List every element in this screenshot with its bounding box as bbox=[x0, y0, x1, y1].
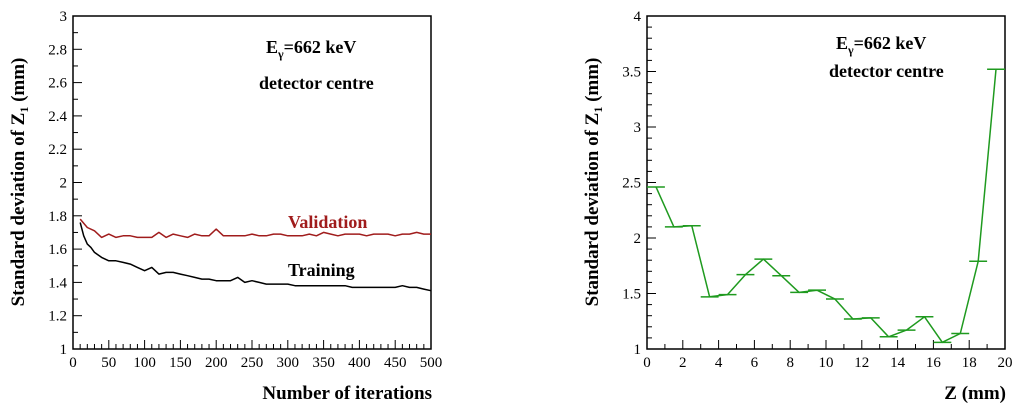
chart-panel-z: 0 2 4 6 8 10 12 14 16 18 20 1 1.5 2 2.5 3 3.5 4 Z (mm) St… bbox=[582, 9, 1013, 403]
y-tick-label: 1.6 bbox=[48, 242, 67, 258]
x-tick-label: 18 bbox=[962, 355, 977, 371]
x-tick-label: 10 bbox=[819, 355, 834, 371]
y-tick-label: 2.6 bbox=[48, 76, 67, 92]
y-tick-label: 4 bbox=[634, 9, 642, 25]
plot-frame bbox=[72, 15, 432, 350]
axis-ticks: 0 50 100 150 200 250 300 350 400 450 500 1 1.2 1.4 1.6… bbox=[48, 9, 442, 371]
y-tick-label: 1 bbox=[60, 342, 68, 358]
y-tick-label: 3.5 bbox=[622, 65, 641, 81]
annotation-position: detector centre bbox=[259, 73, 374, 93]
y-tick-label: 2 bbox=[634, 231, 642, 247]
y-tick-label: 2.8 bbox=[48, 42, 67, 58]
y-tick-label: 1.4 bbox=[48, 275, 67, 291]
series-line-values bbox=[655, 69, 997, 344]
x-tick-label: 350 bbox=[312, 355, 335, 371]
annotation-energy: Eγ=662 keV bbox=[836, 33, 926, 57]
x-tick-label: 20 bbox=[998, 355, 1013, 371]
y-tick-label: 1.5 bbox=[622, 287, 641, 303]
x-tick-label: 300 bbox=[277, 355, 300, 371]
x-tick-label: 6 bbox=[751, 355, 759, 371]
y-tick-label: 1 bbox=[634, 342, 642, 358]
axis-ticks: 0 2 4 6 8 10 12 14 16 18 20 1 1.5 2 2.5 3 3.5 4 bbox=[622, 9, 1012, 371]
x-tick-label: 50 bbox=[101, 355, 116, 371]
x-tick-label: 200 bbox=[205, 355, 228, 371]
y-tick-label: 2.5 bbox=[622, 176, 641, 192]
x-tick-label: 4 bbox=[715, 355, 723, 371]
series-label: Validation bbox=[288, 212, 367, 232]
series-group: Validation Training bbox=[79, 212, 432, 292]
x-tick-label: 250 bbox=[241, 355, 264, 371]
series-label: Training bbox=[288, 260, 355, 280]
x-tick-label: 8 bbox=[786, 355, 794, 371]
x-tick-label: 2 bbox=[679, 355, 687, 371]
x-tick-label: 0 bbox=[643, 355, 651, 371]
x-axis-label: Number of iterations bbox=[262, 383, 432, 403]
y-tick-label: 2.2 bbox=[48, 142, 67, 158]
y-tick-label: 1.8 bbox=[48, 209, 67, 225]
y-tick-label: 3 bbox=[634, 120, 642, 136]
x-tick-label: 16 bbox=[926, 355, 942, 371]
series-line-validation bbox=[79, 218, 431, 239]
series-group bbox=[647, 68, 1005, 344]
x-axis-label: Z (mm) bbox=[944, 383, 1006, 403]
y-tick-label: 3 bbox=[60, 9, 68, 25]
annotation-position: detector centre bbox=[829, 61, 944, 81]
x-tick-label: 150 bbox=[169, 355, 192, 371]
x-tick-label: 100 bbox=[133, 355, 156, 371]
y-tick-label: 1.2 bbox=[48, 309, 67, 325]
x-tick-label: 12 bbox=[854, 355, 869, 371]
y-tick-label: 2.4 bbox=[48, 109, 67, 125]
series-line-training bbox=[79, 222, 432, 292]
x-tick-label: 450 bbox=[384, 355, 407, 371]
x-tick-label: 0 bbox=[69, 355, 77, 371]
x-tick-label: 400 bbox=[348, 355, 371, 371]
chart-panel-iterations: 0 50 100 150 200 250 300 350 400 450 500 1 1.2 1.4 1.6… bbox=[8, 9, 442, 403]
x-tick-label: 500 bbox=[420, 355, 443, 371]
annotation-energy: Eγ=662 keV bbox=[266, 37, 356, 61]
x-tick-label: 14 bbox=[890, 355, 906, 371]
y-tick-label: 2 bbox=[60, 176, 68, 192]
y-axis-label: Standard deviation of Z1 (mm) bbox=[582, 58, 605, 307]
y-axis-label: Standard deviation of Z1 (mm) bbox=[8, 58, 31, 307]
